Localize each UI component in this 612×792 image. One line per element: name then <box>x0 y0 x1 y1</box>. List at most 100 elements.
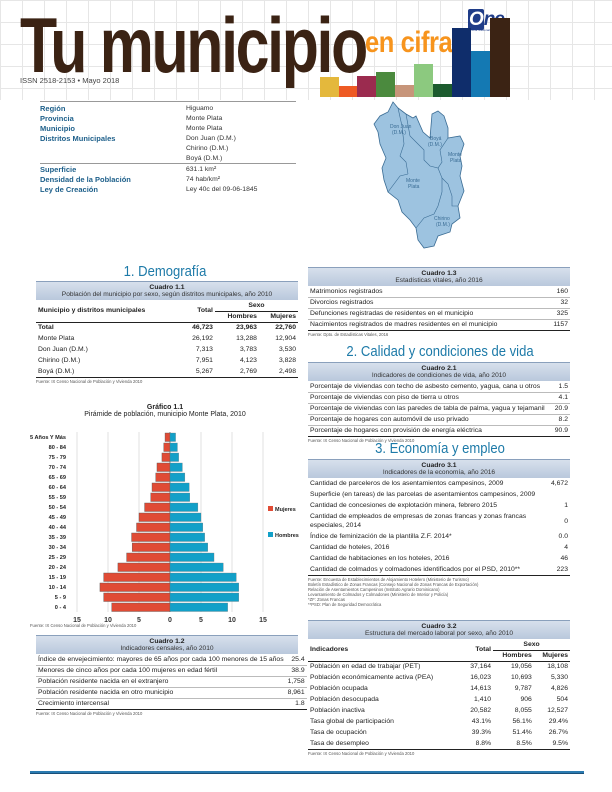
cuadro-3-2: Cuadro 3.2 Estructura del mercado labora… <box>308 620 570 756</box>
legend-label: Mujeres <box>275 507 296 513</box>
table-row: Crecimiento intercensal 1.8 <box>36 700 307 709</box>
table-row: Menores de cinco años por cada 100 mujer… <box>36 667 307 676</box>
table-caption: Indicadores de condiciones de vida, año … <box>371 372 507 379</box>
bar-lightgreen <box>414 64 433 97</box>
vital-stats-table: Matrimonios registrados 160 Divorcios reg… <box>308 286 570 331</box>
table-row: Don Juan (D.M.) 7,313 3,783 3,530 <box>38 346 296 353</box>
x-tick-label: 15 <box>259 617 267 624</box>
bar-tan <box>395 85 414 97</box>
y-tick-label: 45 - 49 <box>49 515 66 521</box>
col-header-total: Total <box>182 300 215 323</box>
col-header-total: Total <box>462 639 494 662</box>
x-tick-label: 5 <box>199 617 203 624</box>
table-header-band: Cuadro 1.1 Población del municipio por s… <box>36 281 298 300</box>
svg-text:(D.M.): (D.M.) <box>392 130 406 136</box>
bar-mujeres <box>117 562 171 572</box>
y-tick-label: 40 - 44 <box>49 525 67 531</box>
divider <box>40 101 296 102</box>
table-row: Cantidad de habitaciones en los hoteles,… <box>310 555 568 562</box>
table-caption: Indicadores de la economía, año 2016 <box>382 469 496 476</box>
table-row: Cantidad de empleados de empresas de zon… <box>310 513 568 529</box>
col-header-mujeres: Mujeres <box>533 650 570 662</box>
col-header-mujeres: Mujeres <box>258 311 298 323</box>
chart-number: Gráfico 1.1 <box>146 404 184 411</box>
col-header-sexo: Sexo <box>493 639 570 651</box>
info-row-provincia: Provincia Monte Plata <box>40 113 223 123</box>
bar-orange <box>339 86 357 97</box>
table-caption: Estructura del mercado laboral por sexo,… <box>364 630 514 637</box>
bar-mujeres <box>131 532 171 542</box>
table-source: Fuente: Encuesta de Establecimientos de … <box>308 576 479 607</box>
table-row: Porcentaje de viviendas con piso de tier… <box>308 394 570 403</box>
table-number: Cuadro 1.1 <box>149 284 185 291</box>
population-pyramid-chart: Gráfico 1.1 Pirámide de población, munic… <box>30 400 300 630</box>
table-row: Superficie (en tareas) de las parcelas d… <box>310 491 536 498</box>
table-row: Índice de feminización de la plantilla Z… <box>310 533 568 540</box>
table-header-band: Cuadro 3.2 Estructura del mercado labora… <box>308 620 570 639</box>
cuadro-2-1: Cuadro 2.1 Indicadores de condiciones de… <box>308 362 570 443</box>
table-row: Chirino (D.M.) 7,951 4,123 3,828 <box>38 357 296 364</box>
bar-maroon <box>357 76 376 97</box>
page-title: Tu municipio <box>20 1 368 89</box>
info-row-region: Región Higuamo <box>40 103 214 113</box>
bar-hombres <box>169 532 205 542</box>
section-title-calidad: 2. Calidad y condiciones de vida <box>346 344 534 360</box>
issn-date: ISSN 2518-2153 • Mayo 2018 <box>20 76 120 85</box>
info-row-distrito-2: Chirino (D.M.) <box>186 144 229 152</box>
table-row: Población desocupada 1,410 906 504 <box>310 696 568 703</box>
x-tick-label: 10 <box>228 617 236 624</box>
x-tick-label: 0 <box>168 617 172 624</box>
bar-hombres <box>169 482 190 492</box>
table-row: Divorcios registrados 32 <box>308 299 570 308</box>
y-tick-label: 25 - 29 <box>49 555 66 561</box>
bar-hombres <box>169 552 215 562</box>
header-grid-background <box>0 0 612 100</box>
table-caption: Estadísticas vitales, año 2016 <box>395 277 483 284</box>
x-tick-label: 10 <box>104 617 112 624</box>
header: Tu municipio en cifras ISSN 2518-2153 • … <box>0 0 612 100</box>
table-row: Boyá (D.M.) 5,267 2,769 2,498 <box>36 366 298 377</box>
table-row: Cantidad de parceleros de los asentamien… <box>310 480 568 487</box>
svg-text:Chirino: Chirino <box>434 216 450 222</box>
bar-mujeres <box>138 512 171 522</box>
table-row: Cantidad de hoteles, 2016 4 <box>310 544 568 551</box>
table-row: Nacimientos registrados de madres reside… <box>308 321 570 330</box>
pyramid-plot: 15 10 5 0 5 10 15 85 Años Y Más 80 - 84 75 - 79 70… <box>30 432 299 624</box>
map-icon: Don Juan (D.M.) Boyá (D.M.) Monte Plata … <box>373 101 465 249</box>
legend-swatch <box>268 532 273 537</box>
bar-hombres <box>169 502 199 512</box>
table-number: Cuadro 3.1 <box>421 462 457 469</box>
table-row: Defunciones registradas de residentes en… <box>308 310 570 319</box>
y-tick-label: 20 - 24 <box>49 565 67 571</box>
y-tick-label: 70 - 74 <box>49 465 67 471</box>
cuadro-1-1: Cuadro 1.1 Población del municipio por s… <box>36 281 298 384</box>
bar-hombres <box>169 572 237 582</box>
bar-hombres <box>169 582 239 592</box>
table-header-band: Cuadro 2.1 Indicadores de condiciones de… <box>308 362 570 381</box>
bar-mujeres <box>144 502 171 512</box>
bar-hombres <box>169 512 202 522</box>
bar-mujeres <box>111 602 171 612</box>
table-source: Fuente: IX Censo Nacional de Población y… <box>36 378 143 384</box>
table-source: Fuente: Dpto. de Estadísticas Vitales, 2… <box>308 331 389 337</box>
bar-mujeres <box>161 452 171 462</box>
info-row-distrito-3: Boyá (D.M.) <box>186 154 223 162</box>
bar-hombres <box>169 472 186 482</box>
y-tick-label: 50 - 54 <box>49 505 67 511</box>
y-tick-label: 35 - 39 <box>49 535 66 541</box>
svg-text:(D.M.): (D.M.) <box>436 222 450 228</box>
y-tick-label: 10 - 14 <box>49 585 67 591</box>
y-tick-label: 55 - 59 <box>49 495 66 501</box>
table-row: Tasa de desempleo 8.8% 8.5% 9.5% <box>308 738 570 749</box>
economy-table: Cantidad de parceleros de los asentamien… <box>308 478 570 576</box>
table-row: Población residente nacida en el extranj… <box>36 678 307 687</box>
section-title-economia: 3. Economía y empleo <box>375 441 505 457</box>
svg-text:(D.M.): (D.M.) <box>428 142 442 148</box>
table-row: Tasa global de participación 43.1% 56.1% 29… <box>310 718 568 725</box>
table-header-band: Cuadro 1.2 Indicadores censales, año 201… <box>36 635 298 654</box>
table-row: Porcentaje de viviendas con techo de asb… <box>308 381 570 392</box>
footer-rule <box>30 771 584 774</box>
table-header-band: Cuadro 1.3 Estadísticas vitales, año 201… <box>308 267 570 286</box>
municipality-info: Región Higuamo Provincia Monte Plata Munic… <box>40 101 296 194</box>
table-row: Cantidad de colmados y colmadones identi… <box>308 564 570 575</box>
